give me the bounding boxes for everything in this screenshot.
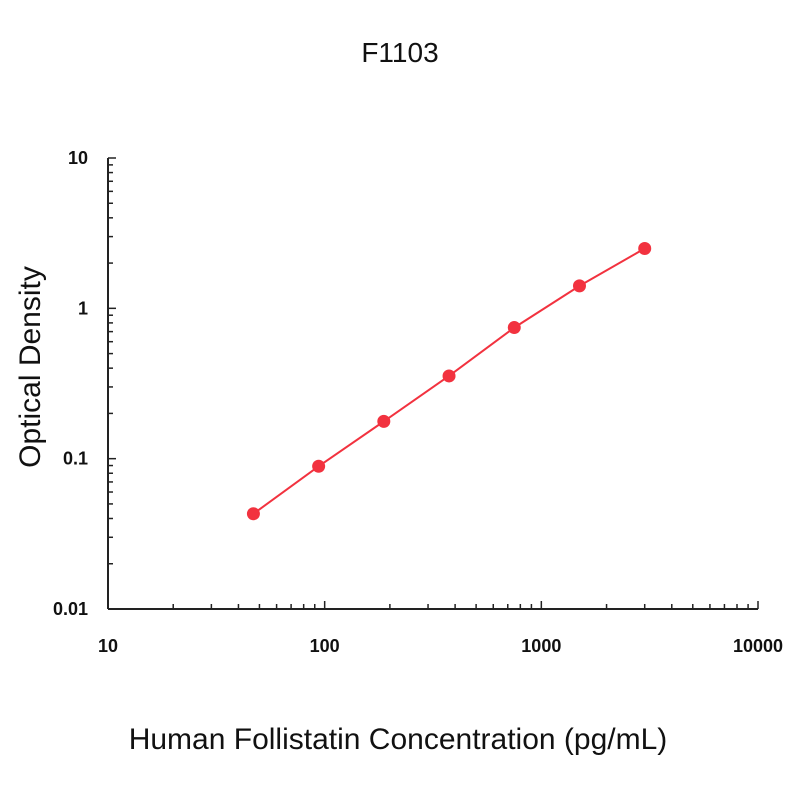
data-point — [442, 369, 456, 383]
y-tick-label: 0.01 — [53, 599, 88, 619]
y-tick-labels: 0.01 0.1 1 10 — [53, 148, 88, 619]
x-axis-label: Human Follistatin Concentration (pg/mL) — [129, 723, 668, 756]
data-point — [312, 459, 326, 473]
data-point — [377, 414, 391, 428]
y-tick-label: 1 — [78, 298, 88, 318]
x-tick-label: 10000 — [733, 636, 783, 656]
data-point — [638, 242, 652, 256]
x-ticks — [107, 601, 759, 609]
y-tick-label: 10 — [68, 148, 88, 168]
x-tick-label: 1000 — [521, 636, 561, 656]
x-tick-labels: 10 100 1000 10000 — [98, 636, 783, 656]
y-axis-label: Optical Density — [14, 266, 47, 468]
data-point — [507, 321, 521, 335]
axes — [107, 158, 758, 610]
y-ticks — [108, 157, 116, 610]
x-tick-label: 10 — [98, 636, 118, 656]
chart-title: F1103 — [361, 37, 438, 68]
data-point — [246, 507, 260, 521]
plot-series — [246, 242, 652, 521]
y-tick-label: 0.1 — [63, 449, 88, 469]
x-tick-label: 100 — [310, 636, 340, 656]
data-point — [572, 279, 586, 293]
